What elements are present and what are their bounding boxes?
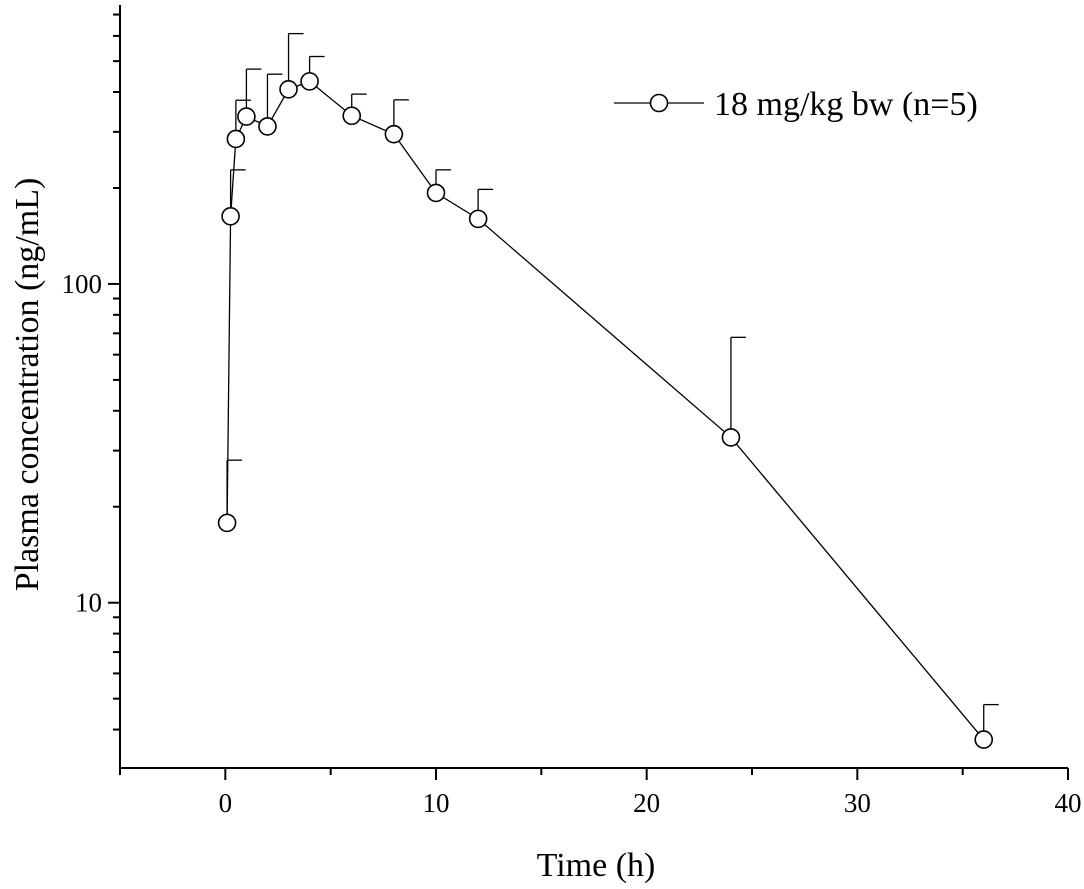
axes: 0 10 20 30 40 10 100 [62,5,1082,818]
data-point [468,209,488,229]
x-tick-label: 30 [844,788,871,818]
data-point [258,117,277,136]
legend-marker [649,93,669,113]
x-tick-label: 20 [633,788,660,818]
legend-label: 18 mg/kg bw (n=5) [714,86,978,123]
y-axis-title: Plasma concentration (ng/mL) [9,178,46,592]
series-line [226,80,985,741]
legend: 18 mg/kg bw (n=5) [614,86,978,123]
x-axis-title: Time (h) [537,847,656,884]
data-point [221,207,240,226]
data-point [226,129,246,149]
y-tick-label: 100 [62,269,103,299]
data-point [721,428,741,447]
data-point [384,124,404,144]
data-point [237,107,256,126]
data-point [279,79,298,99]
series-layer [217,32,999,749]
x-tick-label: 10 [423,788,450,818]
data-point [974,730,994,749]
data-point [217,513,237,533]
data-point [300,72,319,91]
data-point [426,183,446,203]
x-tick-label: 0 [219,788,233,818]
data-point [342,106,362,126]
y-tick-label: 10 [75,588,102,618]
x-tick-label: 40 [1055,788,1082,818]
